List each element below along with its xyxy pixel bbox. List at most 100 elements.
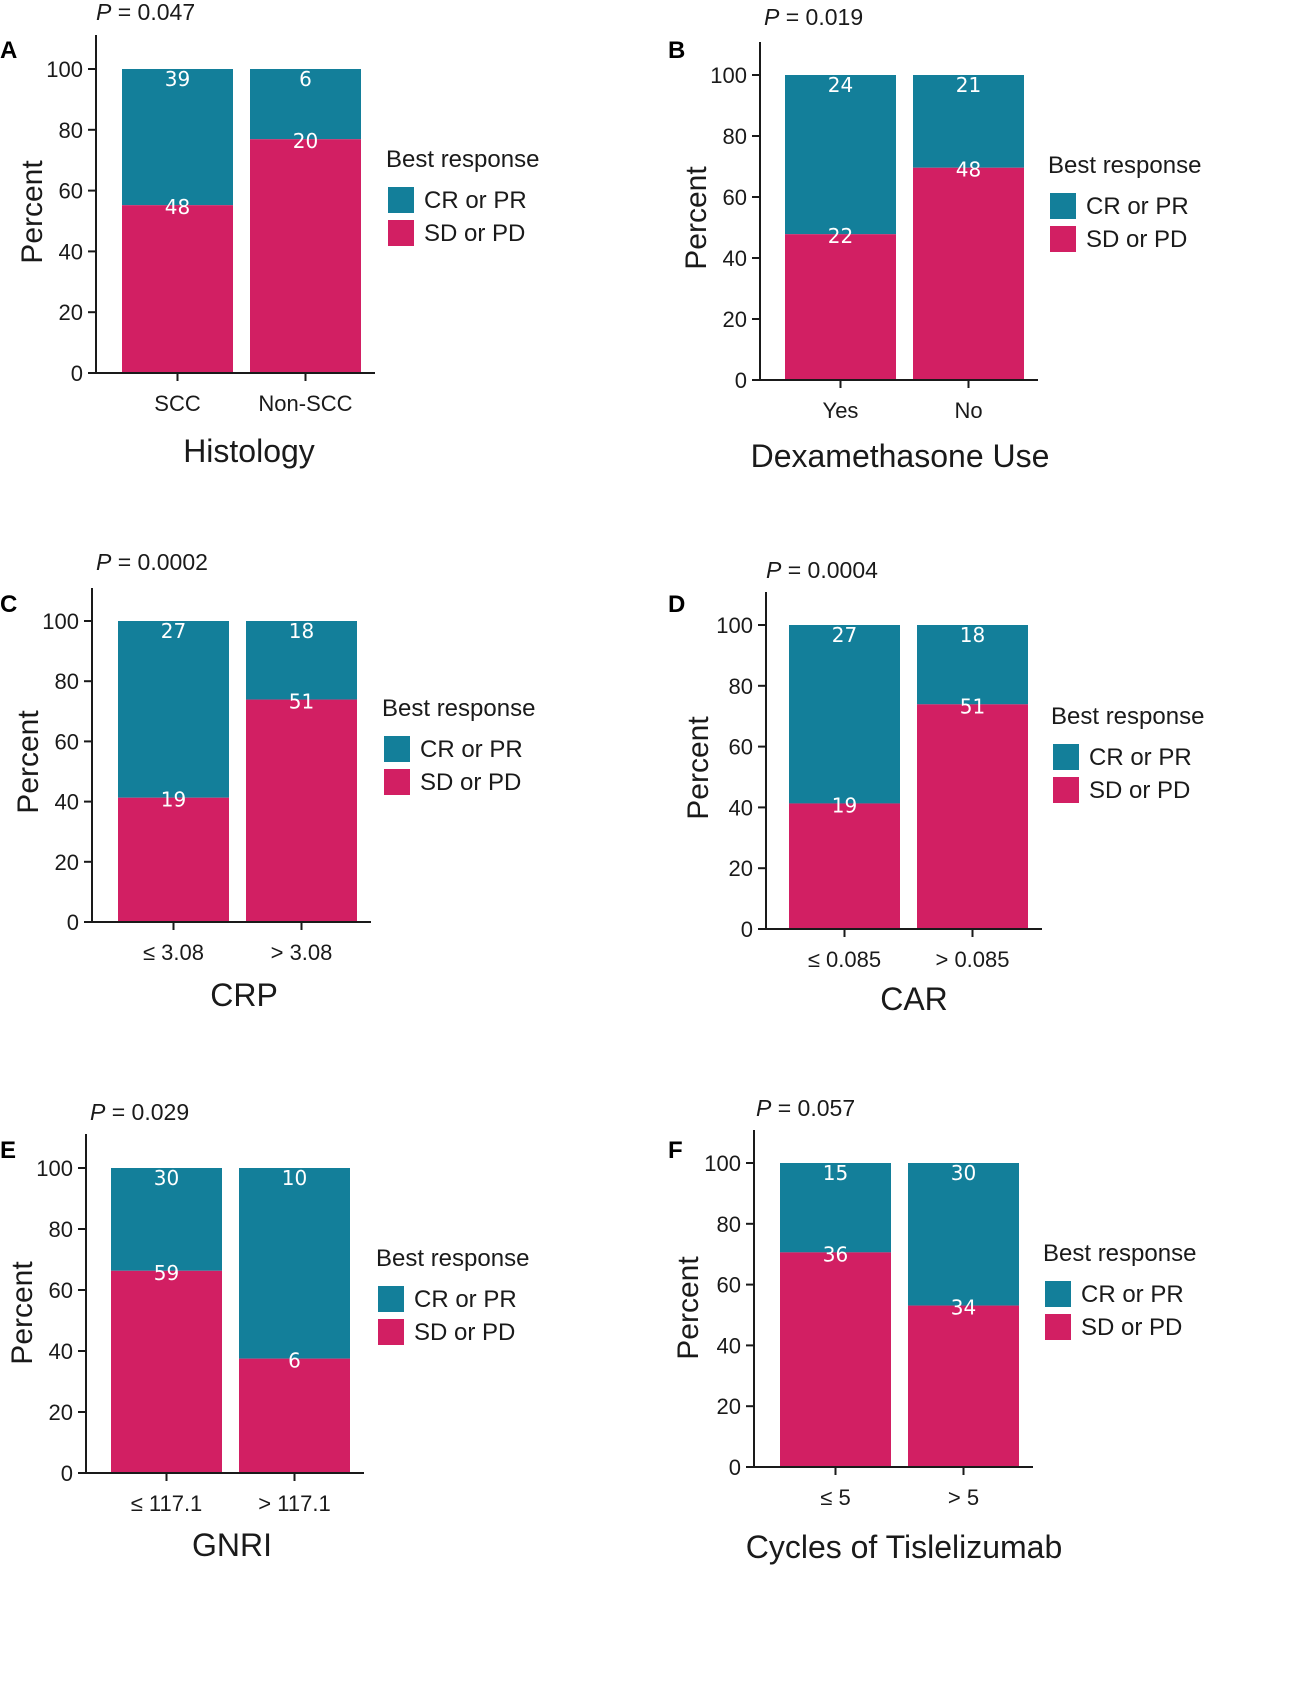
y-tick-label: 0 [729,1455,741,1480]
chart-panel-c: C P = 0.0002 27 19 ≤ 3.08 18 51 > 3.08 0 20 40 60 80… [0,549,535,1013]
x-tick-label: Yes [823,398,859,423]
legend-swatch-sd-or-pd [384,769,410,795]
chart-panel-e: E P = 0.029 30 59 ≤ 117.1 10 6 > 117.1 0 20 40 60 80… [0,1099,529,1563]
data-label-sd-or-pd: 22 [828,224,853,248]
bar-sd-or-pd [239,1358,350,1473]
y-tick-label: 40 [55,790,79,815]
panel-letter: A [0,37,17,64]
legend-label-sd-or-pd: SD or PD [420,769,521,796]
p-value: P = 0.057 [756,1095,855,1121]
x-axis-title: Cycles of Tislelizumab [746,1529,1063,1565]
x-tick-label: ≤ 5 [820,1485,850,1510]
legend-swatch-sd-or-pd [1050,226,1076,252]
y-tick-label: 80 [59,118,83,143]
y-tick-label: 40 [59,239,83,264]
legend-label-cr-or-pr: CR or PR [414,1286,517,1313]
legend-swatch-sd-or-pd [388,220,414,246]
bar-sd-or-pd [122,205,233,373]
x-axis-title: Histology [183,433,315,469]
y-axis-title: Percent [682,716,715,820]
data-label-sd-or-pd: 36 [823,1242,848,1266]
legend-label-sd-or-pd: SD or PD [414,1319,515,1346]
p-value-symbol: P [96,0,112,25]
y-tick-label: 20 [729,856,753,881]
data-label-cr-or-pr: 30 [154,1166,179,1190]
y-tick-label: 100 [46,57,83,82]
bar-cr-or-pr [785,75,896,235]
bar-cr-or-pr [239,1168,350,1359]
legend-title: Best response [1043,1240,1196,1267]
data-label-cr-or-pr: 10 [282,1166,307,1190]
p-value: P = 0.029 [90,1099,189,1125]
data-label-sd-or-pd: 51 [289,690,314,714]
y-tick-label: 0 [735,368,747,393]
y-tick-label: 100 [710,63,747,88]
data-label-sd-or-pd: 20 [293,129,318,153]
legend: Best response CR or PR SD or PD [382,695,535,796]
y-tick-label: 60 [49,1278,73,1303]
y-tick-label: 60 [729,735,753,760]
x-axis-title: CAR [880,981,948,1017]
y-tick-label: 60 [723,185,747,210]
y-tick-label: 20 [717,1394,741,1419]
p-value-number: = 0.047 [111,0,195,25]
y-axis-title: Percent [16,160,49,264]
bar-cr-or-pr [111,1168,222,1271]
legend-swatch-cr-or-pr [1053,744,1079,770]
panel-letter: D [668,591,685,618]
p-value-number: = 0.057 [771,1095,855,1121]
y-tick-label: 80 [55,669,79,694]
data-label-cr-or-pr: 21 [956,73,981,97]
bar-sd-or-pd [785,234,896,380]
bar-cr-or-pr [917,625,1028,705]
p-value: P = 0.019 [764,4,863,30]
y-axis-title: Percent [680,166,713,270]
legend-swatch-cr-or-pr [1050,193,1076,219]
p-value-number: = 0.0004 [781,557,878,583]
bar-sd-or-pd [913,167,1024,380]
data-label-sd-or-pd: 19 [832,793,857,817]
x-axis-title: Dexamethasone Use [751,438,1050,474]
p-value-symbol: P [766,557,782,583]
p-value-symbol: P [764,4,780,30]
x-tick-label: Non-SCC [258,391,352,416]
y-tick-label: 100 [716,613,753,638]
p-value: P = 0.0002 [96,549,208,575]
legend: Best response CR or PR SD or PD [1051,703,1204,804]
y-tick-label: 20 [59,300,83,325]
legend-label-sd-or-pd: SD or PD [424,220,525,247]
y-tick-label: 40 [49,1339,73,1364]
legend: Best response CR or PR SD or PD [386,146,539,247]
y-tick-label: 80 [729,674,753,699]
data-label-sd-or-pd: 59 [154,1261,179,1285]
y-tick-label: 40 [729,795,753,820]
x-axis-title: GNRI [192,1527,272,1563]
y-tick-label: 60 [717,1273,741,1298]
legend-label-cr-or-pr: CR or PR [1081,1281,1184,1308]
data-label-cr-or-pr: 6 [299,67,312,91]
data-label-cr-or-pr: 27 [161,619,186,643]
bar-cr-or-pr [913,75,1024,168]
y-tick-label: 40 [717,1333,741,1358]
y-tick-label: 80 [717,1212,741,1237]
x-axis-title: CRP [210,977,278,1013]
y-tick-label: 20 [723,307,747,332]
y-axis-title: Percent [12,710,45,814]
data-label-cr-or-pr: 15 [823,1161,848,1185]
legend-title: Best response [1048,152,1201,179]
bar-sd-or-pd [111,1270,222,1473]
y-axis-title: Percent [672,1256,705,1360]
p-value-number: = 0.029 [105,1099,189,1125]
y-tick-label: 80 [723,124,747,149]
y-tick-label: 20 [55,850,79,875]
legend-swatch-sd-or-pd [378,1319,404,1345]
data-label-sd-or-pd: 48 [956,158,981,182]
bar-sd-or-pd [246,699,357,922]
data-label-cr-or-pr: 18 [960,623,985,647]
y-tick-label: 0 [61,1461,73,1486]
x-tick-label: No [954,398,982,423]
legend-title: Best response [382,695,535,722]
bar-cr-or-pr [122,69,233,206]
panel-letter: C [0,591,17,618]
